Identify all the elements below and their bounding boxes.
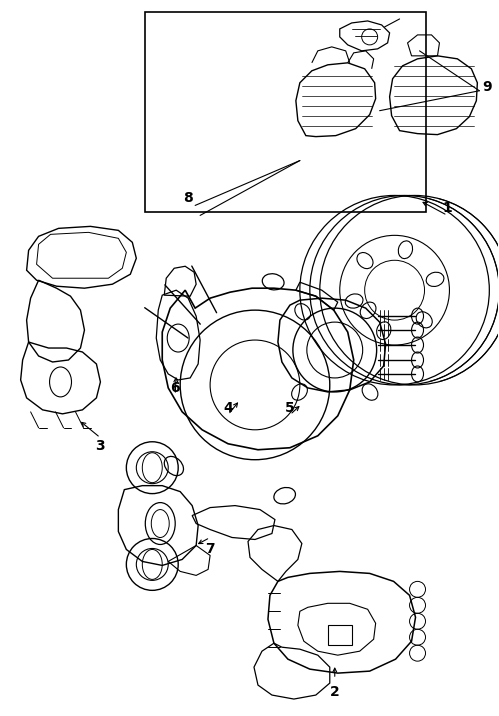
Bar (328, 625, 352, 645)
Text: 5: 5 (285, 401, 295, 415)
Text: 9: 9 (483, 79, 492, 94)
Text: 7: 7 (205, 543, 215, 556)
Text: 3: 3 (96, 439, 105, 453)
Text: 8: 8 (183, 191, 193, 205)
Bar (145, 11, 426, 212)
Text: 4: 4 (223, 401, 233, 415)
Text: 6: 6 (170, 381, 180, 395)
Text: 2: 2 (330, 685, 340, 699)
Text: 1: 1 (443, 201, 452, 216)
